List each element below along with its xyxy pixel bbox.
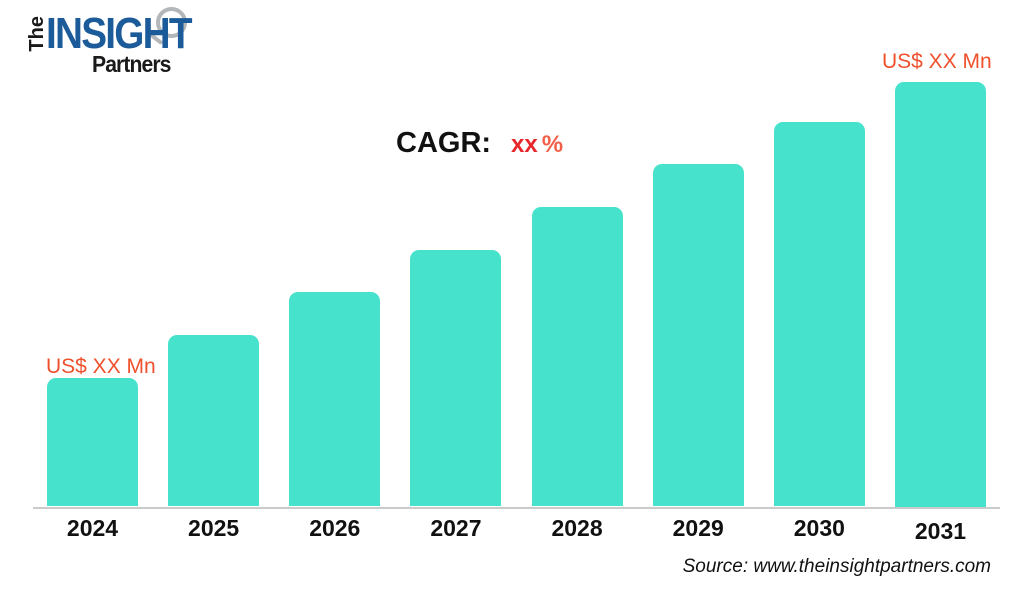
source-credit: Source: www.theinsightpartners.com	[682, 556, 991, 577]
logo-text-insight: INSIGHT	[46, 9, 192, 58]
magnifier-icon	[156, 7, 187, 38]
first-bar-value-label: US$ XX Mn	[46, 355, 156, 378]
bar-column-2031: 2031	[894, 82, 986, 544]
cagr-value-percent: %	[541, 131, 564, 158]
cagr-label: CAGR:	[396, 127, 492, 159]
x-axis-label-2024: 2024	[66, 515, 119, 541]
insight-partners-logo: The INSIGHT Partners	[26, 6, 218, 80]
bar-area	[531, 82, 623, 506]
bar-2028	[531, 207, 623, 506]
x-axis-label-2028: 2028	[551, 515, 603, 541]
bar-area	[773, 82, 865, 506]
bar-2030	[773, 122, 865, 506]
bar-2024	[47, 378, 138, 506]
bar-area	[410, 82, 502, 506]
bar-column-2027: 2027	[410, 82, 502, 542]
x-axis-label-2025: 2025	[188, 515, 240, 541]
cagr-value-xx: xx	[511, 131, 538, 158]
bar-area	[168, 82, 260, 506]
logo-text-partners: Partners	[92, 51, 171, 77]
bar-area	[652, 82, 744, 506]
bar-2027	[410, 250, 502, 506]
x-axis-label-2029: 2029	[672, 515, 724, 541]
bar-2029	[652, 164, 744, 506]
bar-column-2024: 2024	[47, 82, 138, 542]
bar-area	[289, 82, 381, 506]
bar-chart: 2024 2025 2026 2027 2028 2029 2030 2031	[47, 82, 986, 544]
x-axis-line	[33, 507, 1000, 509]
x-axis-label-2031: 2031	[914, 518, 967, 544]
bar-column-2025: 2025	[168, 82, 260, 542]
bar-column-2030: 2030	[773, 82, 865, 542]
bar-column-2028: 2028	[531, 82, 623, 542]
x-axis-label-2026: 2026	[309, 515, 361, 541]
bar-area	[894, 82, 986, 509]
cagr-annotation: CAGR: xx%	[396, 127, 563, 160]
bar-column-2029: 2029	[652, 82, 744, 542]
bar-2031	[894, 82, 986, 509]
bar-column-2026: 2026	[289, 82, 381, 542]
bar-2026	[289, 292, 381, 506]
last-bar-value-label: US$ XX Mn	[882, 50, 992, 73]
x-axis-label-2030: 2030	[793, 515, 845, 541]
bar-2025	[168, 335, 260, 506]
bar-area	[47, 82, 138, 506]
x-axis-label-2027: 2027	[430, 515, 482, 541]
